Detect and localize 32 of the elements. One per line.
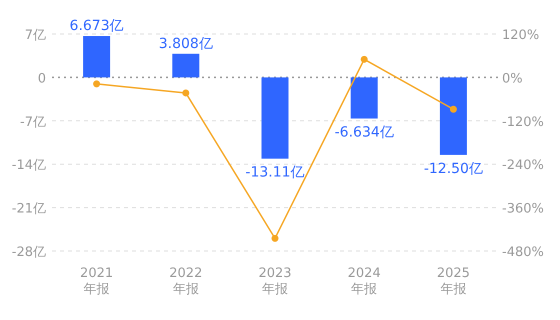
y2-tick-label: -120%: [502, 114, 544, 130]
bar: [262, 77, 288, 159]
y-tick-label: 7亿: [24, 28, 46, 43]
bar: [172, 54, 200, 78]
y-tick-label: -28亿: [12, 245, 46, 260]
x-tick-label: 2025 年报: [436, 266, 470, 297]
y-tick-label: -7亿: [20, 114, 46, 130]
data-label: -13.11亿: [245, 164, 305, 181]
y2-tick-label: -240%: [502, 158, 544, 174]
point: [272, 234, 278, 242]
y-tick-label: -21亿: [12, 202, 46, 217]
bar: [350, 77, 378, 119]
point: [93, 80, 100, 88]
y2-tick-label: 120%: [502, 28, 540, 43]
data-label: -6.634亿: [334, 124, 394, 141]
point: [182, 89, 190, 96]
point: [360, 56, 368, 63]
x-tick-label: 2023 年报: [258, 266, 292, 297]
y-tick-label: 0: [38, 71, 46, 86]
data-label: 3.808亿: [158, 36, 213, 52]
data-label: 6.673亿: [70, 18, 124, 34]
x-tick-label: 2022 年报: [169, 266, 202, 297]
point: [450, 106, 457, 113]
bar: [440, 77, 467, 155]
y2-tick-label: -360%: [502, 202, 544, 217]
x-tick-label: 2024 年报: [348, 266, 381, 297]
y2-tick-label: -480%: [502, 245, 544, 260]
y2-tick-label: 0%: [502, 71, 523, 86]
bar: [83, 36, 110, 78]
data-label: -12.50亿: [424, 160, 483, 177]
x-tick-label: 2021 年报: [80, 266, 114, 297]
y-tick-label: -14亿: [12, 158, 46, 174]
